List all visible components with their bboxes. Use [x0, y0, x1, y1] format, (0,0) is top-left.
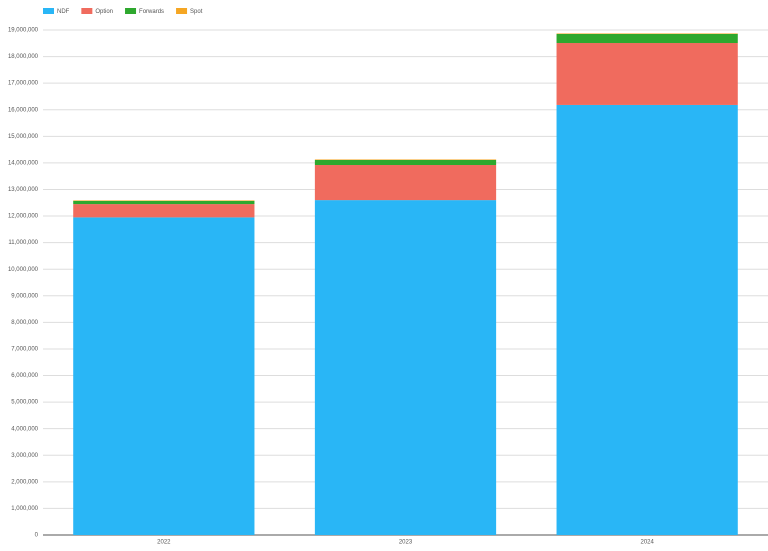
bar-segment — [556, 33, 738, 34]
y-tick-label: 16,000,000 — [8, 107, 39, 113]
bar-segment — [73, 217, 255, 535]
y-tick-label: 13,000,000 — [8, 187, 39, 193]
x-tick-label: 2024 — [640, 540, 654, 546]
y-tick-label: 2,000,000 — [11, 479, 38, 485]
y-tick-label: 5,000,000 — [11, 400, 38, 406]
y-tick-label: 0 — [35, 533, 39, 539]
legend-swatch — [176, 8, 188, 14]
y-tick-label: 14,000,000 — [8, 160, 39, 166]
y-tick-label: 12,000,000 — [8, 214, 39, 220]
y-tick-label: 17,000,000 — [8, 81, 39, 87]
bar-segment — [73, 200, 255, 205]
y-tick-label: 18,000,000 — [8, 54, 39, 60]
legend-swatch — [125, 8, 137, 14]
legend-label: Spot — [190, 9, 203, 15]
y-tick-label: 3,000,000 — [11, 453, 38, 459]
bar-segment — [556, 43, 738, 105]
bar-segment — [73, 204, 255, 218]
y-tick-label: 6,000,000 — [11, 373, 38, 379]
y-tick-label: 9,000,000 — [11, 293, 38, 299]
y-tick-label: 15,000,000 — [8, 134, 39, 140]
y-tick-label: 19,000,000 — [8, 28, 39, 34]
bar-segment — [314, 159, 497, 160]
y-tick-label: 4,000,000 — [11, 426, 38, 432]
bar-segment — [314, 200, 497, 535]
x-tick-label: 2023 — [399, 540, 413, 546]
y-tick-label: 1,000,000 — [11, 506, 38, 512]
bar-segment — [314, 159, 497, 166]
y-tick-label: 10,000,000 — [8, 267, 39, 273]
bar-segment — [556, 33, 738, 44]
legend-label: Forwards — [139, 9, 164, 15]
y-tick-label: 7,000,000 — [11, 347, 38, 353]
bar-segment — [73, 200, 255, 201]
x-tick-label: 2022 — [157, 540, 171, 546]
y-tick-label: 8,000,000 — [11, 320, 38, 326]
legend-label: Option — [95, 9, 113, 15]
legend-swatch — [43, 8, 54, 14]
bar-segment — [314, 165, 497, 201]
bar-segment — [556, 104, 738, 535]
legend-label: NDF — [57, 9, 70, 15]
y-tick-label: 11,000,000 — [8, 240, 38, 246]
legend-swatch — [81, 8, 93, 14]
